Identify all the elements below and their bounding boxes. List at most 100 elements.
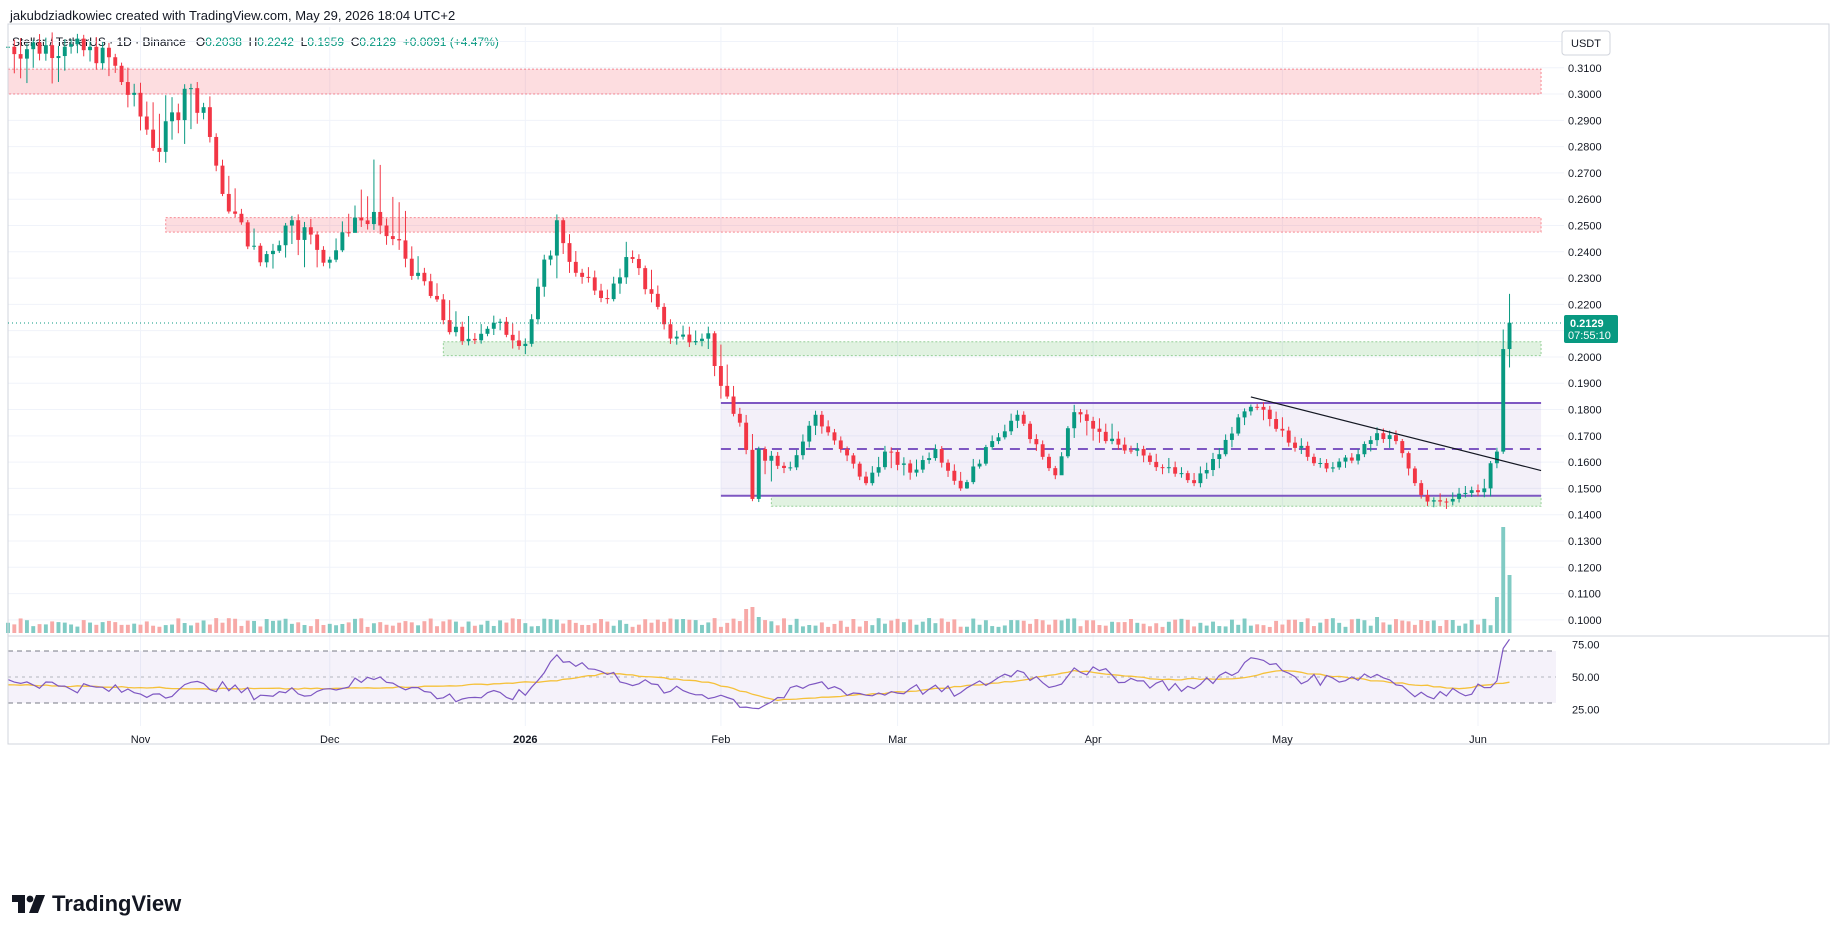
volume-bar <box>479 624 484 633</box>
candle-body <box>138 92 143 117</box>
volume-bar <box>611 625 616 633</box>
candle-body <box>523 343 528 347</box>
candle-body <box>1103 431 1108 442</box>
candle-body <box>1015 414 1020 421</box>
volume-bar <box>132 623 137 633</box>
symbol-legend: Stellar / TetherUS · 1D · Binance O0.203… <box>12 35 499 49</box>
candle-body <box>37 42 42 54</box>
volume-bar <box>1116 622 1121 633</box>
volume-bar <box>416 625 421 633</box>
volume-bar <box>990 626 995 633</box>
candle-body <box>1255 406 1260 408</box>
volume-bar <box>94 624 99 633</box>
volume-bar <box>971 618 976 633</box>
volume-bar <box>756 617 761 633</box>
volume-bar <box>1356 618 1361 633</box>
candle-body <box>1267 409 1272 420</box>
volume-bar <box>277 620 282 633</box>
candle-body <box>447 320 452 333</box>
rsi-line <box>7 638 1510 710</box>
volume-bar <box>1261 625 1266 633</box>
volume-bar <box>1053 619 1058 633</box>
volume-bars <box>6 527 1512 633</box>
candle-body <box>712 333 717 367</box>
time-axis[interactable]: Nov Dec 2026 Feb Mar Apr May Jun <box>131 734 1487 746</box>
volume-bar <box>1204 625 1209 633</box>
volume-bar <box>668 618 673 633</box>
candle-body <box>952 470 957 481</box>
volume-bar <box>1311 626 1316 633</box>
volume-bar <box>794 618 799 633</box>
candle-body <box>195 88 200 113</box>
rsi-axis[interactable]: 25.00 50.00 75.00 <box>1572 640 1600 717</box>
volume-bar <box>403 621 408 633</box>
price-tick-label: 0.1200 <box>1568 562 1602 574</box>
candle-body <box>826 426 831 433</box>
candle-body <box>1217 454 1222 460</box>
price-tick-label: 0.1700 <box>1568 431 1602 443</box>
volume-bar <box>378 622 383 633</box>
volume-bar <box>1248 625 1253 633</box>
candle-body <box>321 249 326 263</box>
tradingview-logo[interactable]: TradingView <box>12 891 181 917</box>
volume-bar <box>144 621 149 633</box>
volume-bar <box>1242 618 1247 633</box>
volume-bar <box>12 624 17 633</box>
candle-body <box>971 466 976 483</box>
volume-bar <box>1305 618 1310 633</box>
price-axis[interactable]: 0.1000 0.1100 0.1200 0.1300 0.1400 0.1500 0.16… <box>1568 36 1602 626</box>
time-tick-label: 2026 <box>513 734 537 746</box>
volume-bar <box>1002 625 1007 633</box>
volume-bar <box>50 621 55 633</box>
volume-bar <box>245 620 250 633</box>
volume-bar <box>56 622 61 633</box>
candle-body <box>510 334 515 341</box>
candle-body <box>1173 467 1178 474</box>
volume-bar <box>1135 622 1140 633</box>
candle-body <box>946 462 950 471</box>
candle-body <box>371 211 376 225</box>
candle-body <box>807 425 812 442</box>
volume-bar <box>491 625 496 633</box>
volume-bar <box>832 623 837 633</box>
candle-body <box>1381 433 1386 440</box>
volume-bar <box>851 619 856 633</box>
candle-body <box>939 448 944 463</box>
volume-bar <box>706 622 711 633</box>
currency-box[interactable] <box>1561 30 1611 56</box>
support-zone <box>442 341 1542 357</box>
price-tick-label: 0.3000 <box>1568 89 1602 101</box>
rsi-pane <box>7 638 1556 710</box>
volume-bar <box>965 626 969 633</box>
candle-body <box>1318 463 1323 465</box>
candle-body <box>649 289 654 294</box>
candle-body <box>567 243 572 262</box>
candle-body <box>592 277 597 291</box>
volume-bar <box>920 621 925 633</box>
price-tick-label: 0.1300 <box>1568 536 1602 548</box>
volume-bar <box>264 619 269 633</box>
candle-body <box>788 467 793 469</box>
volume-bar <box>1223 626 1228 633</box>
volume-bar <box>207 624 212 633</box>
volume-bar <box>1394 619 1398 633</box>
volume-bar <box>214 618 219 633</box>
candle-body <box>1368 440 1373 444</box>
volume-bar <box>435 626 439 633</box>
candle-body <box>1034 439 1039 445</box>
volume-bar <box>283 618 288 633</box>
volume-bar <box>567 619 572 633</box>
candle-body <box>422 272 427 282</box>
volume-bar <box>113 622 118 633</box>
candle-body <box>1507 322 1512 350</box>
volume-bar <box>788 624 793 633</box>
volume-bar <box>1185 619 1190 633</box>
symbol-name[interactable]: Stellar / TetherUS · 1D · Binance <box>12 35 186 49</box>
volume-bar <box>681 618 686 633</box>
candle-body <box>334 250 339 260</box>
volume-bar <box>1450 620 1455 633</box>
volume-bar <box>151 625 156 633</box>
volume-bar <box>800 626 805 633</box>
candle-body <box>498 321 503 323</box>
